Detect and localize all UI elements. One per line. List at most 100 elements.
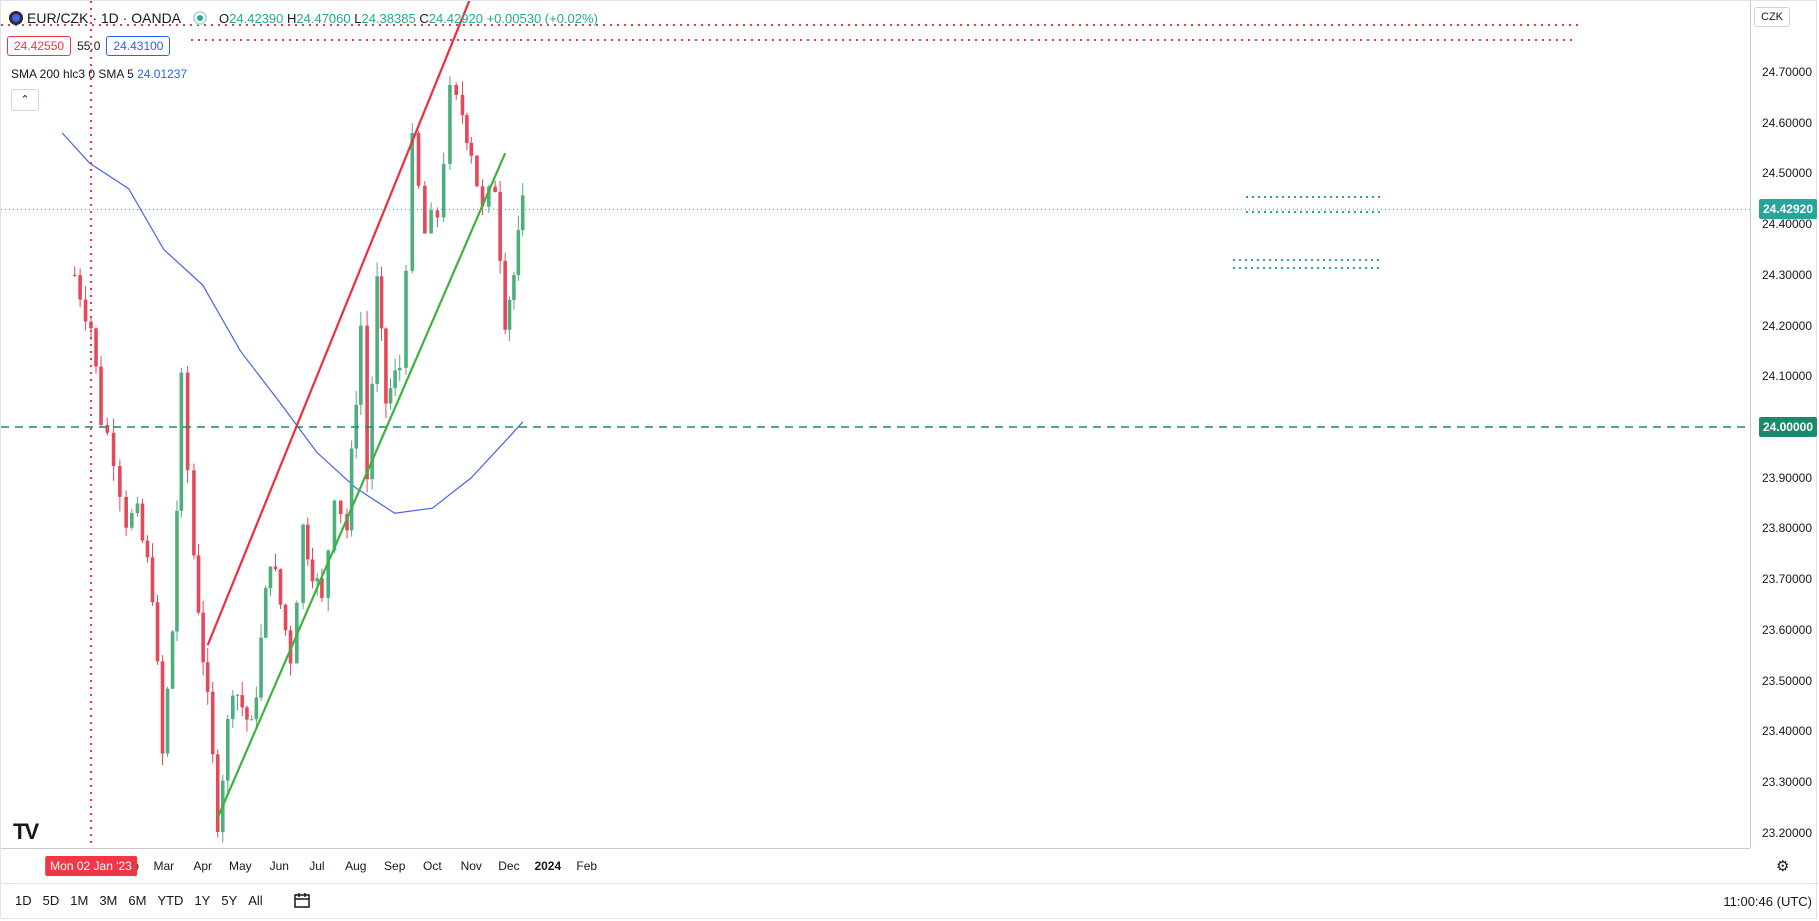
candle-body — [301, 524, 305, 603]
sell-button[interactable]: 24.42550 — [7, 36, 72, 56]
price-tick-label: 24.60000 — [1761, 115, 1812, 130]
tradingview-logo[interactable]: TV — [13, 819, 39, 844]
price-tick-label: 23.40000 — [1761, 724, 1812, 739]
price-tick-label: 24.10000 — [1761, 369, 1812, 384]
time-tick-label: Jul — [309, 859, 325, 873]
candle-body — [105, 424, 110, 433]
timeframe-button-1d[interactable]: 1D — [15, 893, 32, 908]
candle-body — [441, 163, 446, 218]
candle-body — [393, 370, 397, 389]
candle-body — [503, 260, 507, 330]
timeframe-button-5y[interactable]: 5Y — [221, 893, 238, 908]
candle-body — [338, 500, 343, 515]
candle-body — [170, 631, 175, 689]
candle-body — [225, 719, 230, 781]
candle-body — [72, 274, 77, 276]
timeframe-button-1m[interactable]: 1M — [70, 893, 89, 908]
last-price-label: 24.42920 — [1758, 199, 1817, 220]
time-tick-label: Aug — [345, 859, 367, 873]
candle-body — [249, 719, 254, 721]
candle-body — [240, 695, 245, 708]
timeframe-button-1y[interactable]: 1Y — [194, 893, 211, 908]
candle-body — [210, 691, 215, 755]
candle-body — [135, 503, 140, 514]
price-tick-label: 24.70000 — [1761, 65, 1812, 79]
candle-body — [129, 513, 134, 528]
timeframe-button-5d[interactable]: 5D — [42, 893, 60, 908]
candle-body — [94, 328, 98, 367]
candle-body — [320, 578, 324, 598]
candle-body — [365, 325, 369, 480]
price-tick-label: 23.60000 — [1761, 622, 1812, 637]
time-tick-label: 2024 — [534, 859, 562, 873]
candle-body — [196, 555, 201, 613]
candle-body — [448, 84, 452, 164]
candle-body — [99, 366, 103, 425]
candle-body — [423, 185, 427, 234]
time-tick-label: Oct — [423, 859, 442, 873]
time-tick-label: Mar — [153, 859, 175, 873]
candlestick-chart[interactable] — [1, 1, 1750, 848]
candle-body — [165, 688, 170, 754]
price-tick-label: 24.20000 — [1761, 318, 1812, 333]
price-tick-label: 23.70000 — [1761, 572, 1812, 587]
indicator-label: SMA 200 hlc3 0 SMA 5 — [11, 67, 134, 81]
candle-body — [118, 466, 122, 497]
candle-body — [475, 155, 479, 187]
candle-body — [416, 133, 421, 186]
price-tick-label: 23.50000 — [1761, 673, 1812, 688]
bottom-toolbar: 1D 5D 1M 3M 6M YTD 1Y 5Y All 11:00:46 (UTC) — [1, 883, 1819, 920]
candle-body — [145, 540, 150, 558]
candle-body — [487, 186, 491, 207]
candle-body — [370, 383, 374, 480]
time-tick-label: May — [229, 859, 252, 873]
candle-body — [397, 367, 402, 371]
candle-body — [493, 186, 497, 193]
buy-button[interactable]: 24.43100 — [106, 36, 171, 56]
bid-ask-panel: 24.42550 55.0 24.43100 — [7, 36, 171, 56]
indicator-legend[interactable]: SMA 200 hlc3 0 SMA 5 24.01237 — [11, 67, 187, 81]
candle-body — [215, 754, 220, 833]
candle-body — [507, 299, 512, 330]
candle-body — [516, 230, 521, 276]
currency-button[interactable]: CZK — [1754, 7, 1790, 27]
timeframe-button-6m[interactable]: 6M — [128, 893, 147, 908]
chart-plot-area[interactable]: EUR/CZK · 1D · OANDA O24.42390 H24.47060… — [1, 1, 1750, 848]
candle-body — [435, 210, 440, 218]
market-status-icon — [193, 11, 208, 25]
utc-clock[interactable]: 11:00:46 (UTC) — [1723, 894, 1812, 909]
timeframe-button-ytd[interactable]: YTD — [157, 893, 184, 908]
candle-body — [345, 514, 349, 531]
price-tick-label: 24.30000 — [1761, 267, 1812, 282]
candle-body — [454, 84, 459, 95]
symbol-legend[interactable]: EUR/CZK · 1D · OANDA O24.42390 H24.47060… — [9, 10, 598, 26]
ohlc-values: O24.42390 H24.47060 L24.38385 C24.42920 … — [219, 10, 598, 26]
price-axis[interactable]: 24.70000 24.60000 24.50000 24.40000 24.30000… — [1750, 1, 1819, 848]
candle-body — [259, 637, 263, 698]
candle-body — [349, 448, 354, 531]
candle-body — [359, 325, 363, 405]
candle-body — [283, 604, 288, 631]
candle-body — [460, 94, 465, 116]
gear-icon[interactable]: ⚙ — [1776, 858, 1790, 875]
candle-body — [235, 695, 240, 697]
candle-body — [465, 115, 469, 143]
crosshair-date-label: Mon 02 Jan '23 — [45, 856, 137, 876]
symbol-title[interactable]: EUR/CZK · 1D · OANDA — [27, 10, 182, 26]
candle-body — [379, 276, 384, 329]
chevron-up-icon[interactable]: ⌃ — [11, 89, 39, 111]
timeframe-button-3m[interactable]: 3M — [99, 893, 118, 908]
time-axis[interactable]: FebMarAprMayJunJulAugSepOctNovDec2024Feb — [1, 848, 1750, 883]
candle-body — [469, 142, 474, 156]
timeframe-button-all[interactable]: All — [248, 893, 263, 908]
candle-body — [245, 707, 249, 720]
timeframe-range-list: 1D 5D 1M 3M 6M YTD 1Y 5Y All — [15, 893, 263, 908]
time-tick-label: Nov — [460, 859, 482, 873]
candle-body — [140, 503, 145, 541]
candle-body — [83, 299, 88, 322]
calendar-range-icon[interactable] — [293, 891, 311, 909]
level-price-label: 24.00000 — [1758, 417, 1817, 438]
candle-body — [201, 612, 205, 663]
candle-body — [310, 559, 315, 582]
